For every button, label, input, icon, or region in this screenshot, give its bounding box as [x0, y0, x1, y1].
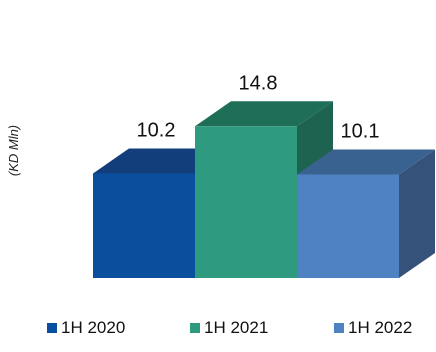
- bar-front-1h-2021: [195, 126, 297, 278]
- legend-item-1h-2022: 1H 2022: [334, 318, 412, 338]
- legend-label-1h-2020: 1H 2020: [61, 318, 126, 337]
- bar-1h-2022: [297, 149, 435, 278]
- legend-swatch-1h-2020: [47, 323, 57, 333]
- y-axis-label-container: (KD Mln): [2, 80, 26, 220]
- bar-side-1h-2022: [399, 149, 435, 278]
- y-axis-label: (KD Mln): [6, 124, 22, 176]
- legend-swatch-1h-2021: [190, 323, 200, 333]
- bar-top-1h-2021: [195, 101, 333, 127]
- legend-item-1h-2021: 1H 2021: [190, 318, 268, 338]
- legend-label-1h-2022: 1H 2022: [348, 318, 413, 337]
- data-label-1h-2021: 14.8: [239, 72, 278, 94]
- data-label-1h-2020: 10.2: [137, 119, 176, 141]
- legend-swatch-1h-2022: [334, 323, 344, 333]
- legend-item-1h-2020: 1H 2020: [47, 318, 125, 338]
- legend: 1H 2020 1H 2021 1H 2022: [0, 318, 436, 342]
- bar-front-1h-2022: [297, 174, 399, 278]
- bar-top-1h-2022: [297, 149, 435, 175]
- bar-front-1h-2020: [93, 173, 195, 278]
- data-label-1h-2022: 10.1: [341, 120, 380, 142]
- legend-label-1h-2021: 1H 2021: [204, 318, 269, 337]
